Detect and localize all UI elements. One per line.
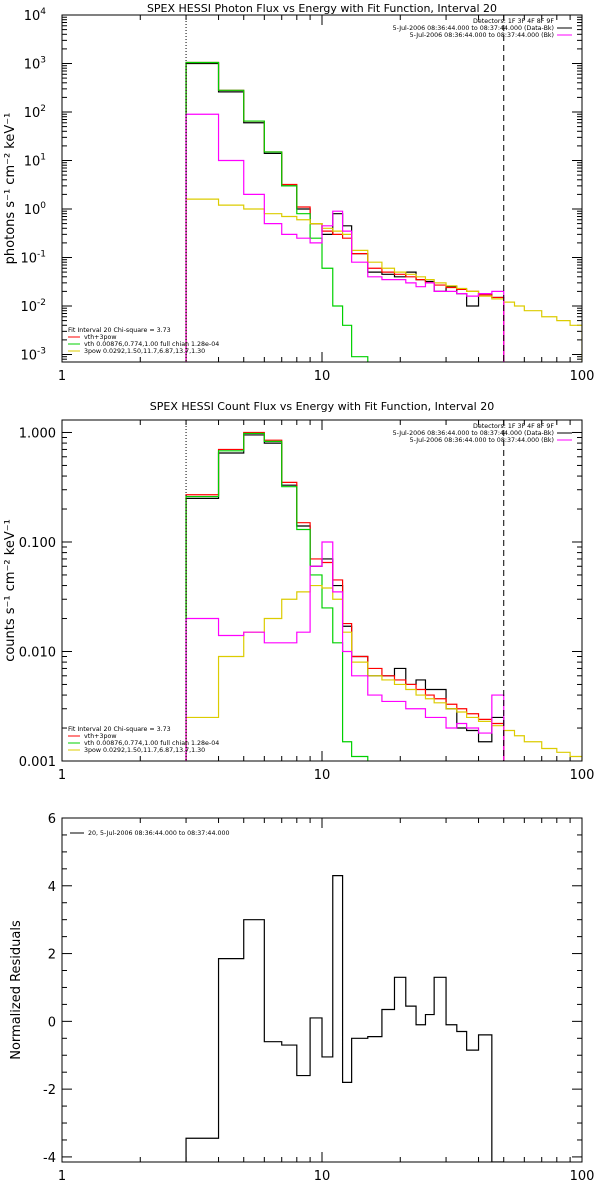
x-tick-label: 1	[58, 1169, 66, 1184]
y-tick-label: 1.000	[19, 426, 56, 441]
y-tick-label: 0.100	[19, 536, 56, 551]
series-bkg	[185, 113, 505, 362]
legend-bottom-entry: vth+3pow	[84, 334, 116, 341]
series-vth	[185, 432, 383, 761]
y-tick-label: 10-1	[20, 249, 46, 266]
y-tick-label: 10-3	[20, 346, 46, 363]
y-axis-label: Normalized Residuals	[9, 920, 24, 1060]
y-tick-label: 6	[48, 812, 56, 827]
legend-bottom-entry: Fit Interval 20 Chi-square = 3.73	[68, 726, 171, 733]
legend-bottom-entry: 3pow 0.0292,1.50,11.7,6.87,13.7,1.30	[84, 348, 205, 355]
chart-title: SPEX HESSI Photon Flux vs Energy with Fi…	[147, 2, 497, 15]
y-tick-label: 104	[24, 7, 47, 24]
chart-title: SPEX HESSI Count Flux vs Energy with Fit…	[150, 400, 494, 413]
x-tick-label: 1	[58, 768, 66, 783]
chart-photon: SPEX HESSI Photon Flux vs Energy with Fi…	[3, 2, 595, 384]
series-total	[185, 61, 505, 362]
series-20	[185, 875, 504, 1162]
y-tick-label: 100	[24, 201, 47, 218]
legend-bottom-entry: vth 0.00876,0.774,1.00 full chian 1.28e-…	[84, 341, 219, 348]
plot-frame	[61, 419, 583, 762]
x-tick-label: 10	[314, 1169, 331, 1184]
series-total	[185, 431, 505, 761]
x-tick-label: 1	[58, 369, 66, 384]
legend-bottom-entry: vth+3pow	[84, 733, 116, 740]
series-bkg	[185, 541, 505, 761]
legend-entry: 20, 5-Jul-2006 08:36:44.000 to 08:37:44.…	[88, 830, 229, 837]
chart-resid: Normalized Residuals 1 10 100 -4 -2 0 2 4 6 20, 5-…	[9, 812, 594, 1184]
legend-top-entry: 5-Jul-2006 08:36:44.000 to 08:37:44.000 …	[410, 437, 554, 444]
y-axis-label: counts s⁻¹ cm⁻² keV⁻¹	[3, 519, 18, 662]
legend-bottom-entry: Fit Interval 20 Chi-square = 3.73	[68, 327, 171, 334]
y-tick-label: 2	[48, 948, 56, 963]
series-data	[185, 62, 505, 362]
y-tick-label: 102	[24, 104, 46, 121]
y-tick-label: 101	[24, 152, 46, 169]
y-tick-label: 0.001	[19, 755, 56, 770]
series-3pow	[185, 198, 582, 362]
y-tick-label: -4	[43, 1151, 56, 1166]
series-3pow	[185, 584, 582, 761]
chart-count: SPEX HESSI Count Flux vs Energy with Fit…	[3, 400, 594, 783]
legend-top-entry: 5-Jul-2006 08:36:44.000 to 08:37:44.000 …	[410, 32, 554, 39]
x-tick-label: 10	[314, 369, 331, 384]
y-tick-label: 103	[24, 55, 46, 72]
legend-top-entry: 5-Jul-2006 08:36:44.000 to 08:37:44.000 …	[393, 25, 554, 32]
y-tick-label: 10-2	[20, 298, 46, 315]
x-tick-label: 100	[570, 369, 595, 384]
y-tick-label: 0.010	[19, 645, 56, 660]
series-vth	[185, 61, 383, 362]
x-tick-label: 10	[314, 768, 331, 783]
y-tick-label: -2	[43, 1083, 56, 1098]
plot-frame	[61, 14, 583, 363]
legend-top-entry: 5-Jul-2006 08:36:44.000 to 08:37:44.000 …	[393, 430, 554, 437]
legend-top-entry: Detectors: 1F 3F 4F 8F 9F	[473, 423, 554, 430]
series-data	[185, 434, 505, 761]
legend-top-entry: Detectors: 1F 3F 4F 8F 9F	[473, 18, 554, 25]
y-axis-label: photons s⁻¹ cm⁻² keV⁻¹	[3, 113, 18, 265]
x-tick-label: 100	[570, 768, 595, 783]
y-tick-label: 0	[48, 1015, 56, 1030]
x-tick-label: 100	[570, 1169, 595, 1184]
legend-bottom-entry: vth 0.00876,0.774,1.00 full chian 1.28e-…	[84, 740, 219, 747]
legend-bottom-entry: 3pow 0.0292,1.50,11.7,6.87,13.7,1.30	[84, 747, 205, 754]
plot-frame	[61, 817, 583, 1163]
y-tick-label: 4	[48, 880, 56, 895]
